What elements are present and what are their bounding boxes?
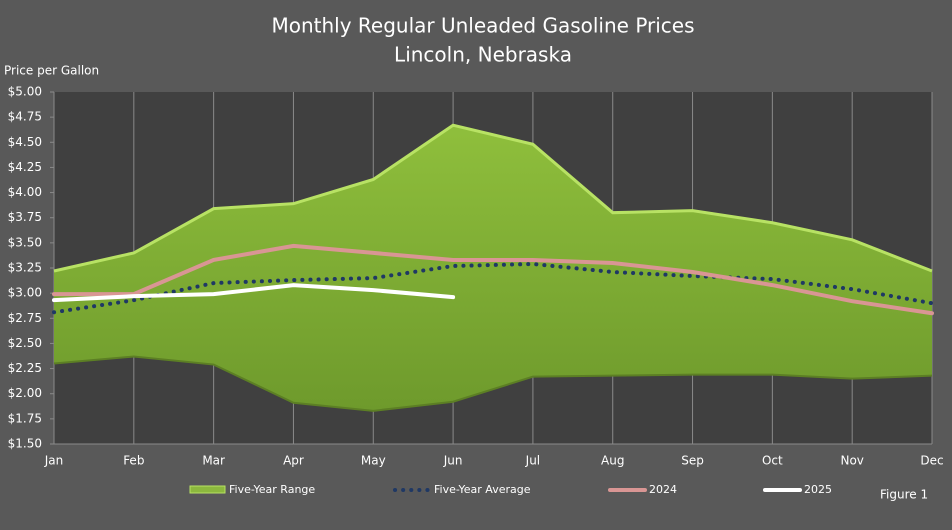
x-tick-label: Oct bbox=[762, 454, 783, 468]
range-edge bbox=[53, 355, 933, 412]
annotation: Figure 1 bbox=[880, 488, 928, 502]
y-tick-label: $2.50 bbox=[8, 336, 42, 350]
x-tick-label: Aug bbox=[601, 454, 624, 468]
x-tick-label: May bbox=[361, 454, 386, 468]
y-tick-label: $2.75 bbox=[8, 311, 42, 325]
y-tick-label: $4.50 bbox=[8, 135, 42, 149]
series-line bbox=[52, 243, 934, 316]
y-tick-label: $3.50 bbox=[8, 235, 42, 249]
legend-label: 2024 bbox=[649, 483, 677, 496]
x-tick-label: Apr bbox=[283, 454, 304, 468]
x-tick-label: Jan bbox=[44, 454, 64, 468]
x-tick-label: Feb bbox=[123, 454, 144, 468]
x-tick-label: Nov bbox=[840, 454, 863, 468]
legend-label: Five-Year Range bbox=[229, 483, 315, 496]
chart-title: Monthly Regular Unleaded Gasoline Prices bbox=[271, 14, 694, 38]
legend-label: Five-Year Average bbox=[434, 483, 531, 496]
y-axis-label: Price per Gallon bbox=[4, 64, 99, 78]
y-tick-label: $1.50 bbox=[8, 437, 42, 451]
range-area bbox=[54, 125, 932, 411]
y-tick-label: $5.00 bbox=[8, 85, 42, 99]
y-tick-label: $4.25 bbox=[8, 160, 42, 174]
chart-subtitle: Lincoln, Nebraska bbox=[394, 43, 572, 67]
y-tick-label: $3.25 bbox=[8, 261, 42, 275]
x-tick-label: Jul bbox=[525, 454, 540, 468]
y-tick-label: $4.75 bbox=[8, 110, 42, 124]
y-tick-label: $3.00 bbox=[8, 286, 42, 300]
y-tick-label: $2.00 bbox=[8, 386, 42, 400]
y-tick-label: $3.75 bbox=[8, 210, 42, 224]
y-tick-label: $4.00 bbox=[8, 185, 42, 199]
legend-label: 2025 bbox=[804, 483, 832, 496]
range-edge bbox=[53, 123, 933, 273]
legend-swatch bbox=[189, 485, 226, 494]
series-line bbox=[52, 283, 456, 303]
x-tick-label: Sep bbox=[681, 454, 704, 468]
x-tick-label: Mar bbox=[202, 454, 225, 468]
series-line bbox=[52, 261, 934, 315]
x-tick-label: Jun bbox=[443, 454, 463, 468]
y-tick-label: $2.25 bbox=[8, 361, 42, 375]
y-tick-label: $1.75 bbox=[8, 411, 42, 425]
x-tick-label: Dec bbox=[920, 454, 943, 468]
